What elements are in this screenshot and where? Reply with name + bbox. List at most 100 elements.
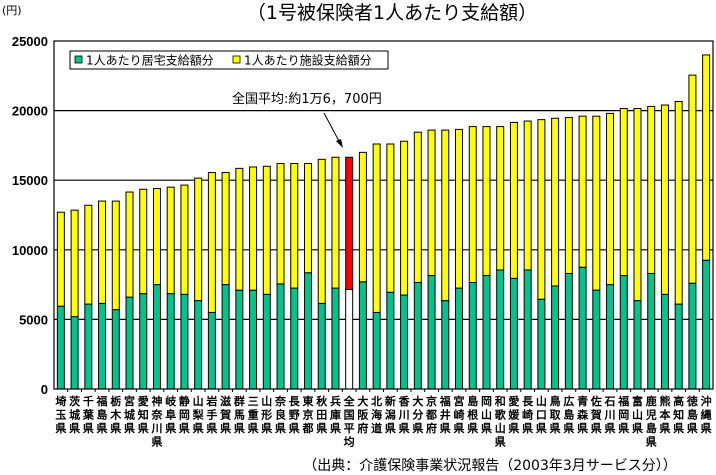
bar-facility xyxy=(331,156,340,289)
bar-facility xyxy=(482,126,491,277)
category-label: 福岡県 xyxy=(617,394,629,435)
category-label: 新潟県 xyxy=(385,394,396,435)
y-tick-label: 0 xyxy=(41,382,48,397)
category-label-char: 県 xyxy=(467,422,478,435)
bar-home xyxy=(317,302,326,390)
category-label-char: 県 xyxy=(508,422,519,435)
bar-facility xyxy=(578,115,587,268)
y-tick-label: 15000 xyxy=(12,173,48,188)
category-label-char: 県 xyxy=(261,422,272,435)
category-label: 全国平均 xyxy=(343,394,356,449)
category-label-char: 広 xyxy=(563,394,574,408)
bar-facility xyxy=(441,129,450,302)
bar-facility xyxy=(358,151,367,283)
category-label-char: 県 xyxy=(220,422,231,435)
category-label-char: 高 xyxy=(673,394,684,408)
bar-home xyxy=(98,302,107,390)
category-label: 山口県 xyxy=(536,394,547,435)
category-label-char: 県 xyxy=(124,422,135,435)
category-label-char: 城 xyxy=(124,408,135,422)
bar-home xyxy=(482,275,491,390)
category-label: 鹿児島県 xyxy=(645,394,657,449)
category-label-char: 岡 xyxy=(618,409,629,422)
category-label-char: 静 xyxy=(179,394,190,408)
category-label-char: 県 xyxy=(577,422,588,435)
legend-label-facility: 1人あたり施設支給額分 xyxy=(244,53,372,68)
bar-home xyxy=(441,300,450,390)
category-label-char: 都 xyxy=(301,421,313,435)
y-tick-label: 5000 xyxy=(19,312,48,327)
bar-facility xyxy=(84,204,93,305)
bar-home xyxy=(523,269,532,390)
bar-facility xyxy=(413,131,422,284)
bar-home xyxy=(413,282,422,390)
category-label: 宮城県 xyxy=(124,394,135,435)
average-annotation: 全国平均:約1万6，700円 xyxy=(232,91,382,148)
category-label-char: 栃 xyxy=(110,394,121,408)
category-label: 東京都 xyxy=(301,394,314,435)
category-label: 岡山県 xyxy=(481,395,492,435)
category-label-char: 徳 xyxy=(686,394,698,408)
bar-home xyxy=(303,272,312,390)
category-label-char: 山 xyxy=(193,394,204,408)
category-label: 青森県 xyxy=(577,394,589,435)
category-label-char: 県 xyxy=(454,422,465,435)
bar-facility xyxy=(427,129,436,277)
bar-facility xyxy=(70,209,79,318)
category-label-char: 長 xyxy=(522,395,534,408)
category-label-char: 賀 xyxy=(590,408,602,422)
bar-facility xyxy=(56,211,65,307)
annotation-arrow-line xyxy=(323,112,341,144)
bar-home xyxy=(111,309,120,390)
category-label: 群馬県 xyxy=(233,394,245,435)
category-label-char: 香 xyxy=(398,394,411,408)
category-label-char: 島 xyxy=(646,421,657,435)
bar-home xyxy=(70,316,79,390)
bar-home xyxy=(152,284,161,390)
bar-home xyxy=(647,272,656,390)
bar-home xyxy=(455,287,464,390)
bar-home xyxy=(386,291,395,390)
bar-facility xyxy=(166,186,175,295)
chart-title: （1号被保険者1人あたり支給額） xyxy=(247,2,537,24)
category-label-char: 県 xyxy=(440,422,451,435)
category-label-char: 潟 xyxy=(385,408,396,422)
bar-home xyxy=(207,311,216,390)
bar-facility xyxy=(400,140,409,296)
bar-facility xyxy=(207,172,216,313)
category-label: 山梨県 xyxy=(192,394,205,435)
category-label-char: 手 xyxy=(206,408,217,422)
category-label-char: 知 xyxy=(672,408,684,422)
category-label-char: 山 xyxy=(632,408,643,422)
category-label: 富山県 xyxy=(632,394,643,435)
category-label-char: 茨 xyxy=(69,394,80,408)
category-label-char: 阪 xyxy=(357,408,369,422)
category-label-char: 埼 xyxy=(55,394,66,408)
category-label: 島根県 xyxy=(467,394,479,435)
category-label-char: 青 xyxy=(577,394,588,408)
category-label-char: 宮 xyxy=(124,394,135,408)
category-label-char: 千 xyxy=(83,394,94,408)
category-label: 沖縄県 xyxy=(701,394,712,435)
category-label: 岐阜県 xyxy=(165,394,177,435)
bar-home xyxy=(84,303,93,390)
category-label-char: 県 xyxy=(55,422,66,435)
category-label-char: 神 xyxy=(151,394,162,408)
category-label-char: 山 xyxy=(495,421,506,435)
bar-facility xyxy=(139,188,148,295)
category-label-char: 県 xyxy=(563,422,574,435)
bar-facility xyxy=(468,126,477,284)
category-label-char: 京 xyxy=(302,408,313,422)
category-label-char: 県 xyxy=(687,422,698,435)
y-axis-unit: (円) xyxy=(2,4,22,17)
category-label-char: 福 xyxy=(96,394,108,408)
category-label-char: 県 xyxy=(248,422,259,435)
category-label: 京都府 xyxy=(425,394,437,435)
category-label: 和歌山県 xyxy=(495,394,507,449)
legend-swatch-facility xyxy=(232,55,241,64)
bar-facility xyxy=(98,200,107,304)
category-label: 滋賀県 xyxy=(219,394,231,435)
category-label: 長野県 xyxy=(289,395,301,435)
category-label-char: 愛 xyxy=(508,394,519,408)
category-label-char: 川 xyxy=(150,422,162,435)
